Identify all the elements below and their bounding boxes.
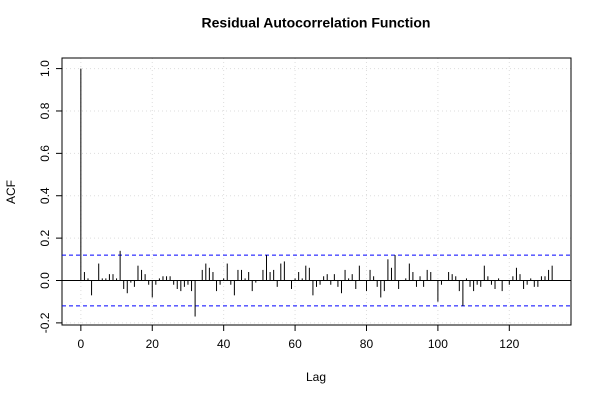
x-axis-label: Lag	[306, 370, 326, 384]
y-tick-label: 0.4	[38, 187, 52, 204]
y-tick-label: -0.2	[38, 312, 52, 333]
x-tick-label: 20	[146, 337, 160, 351]
y-tick-label: 0.0	[38, 272, 52, 289]
y-tick-label: 0.8	[38, 102, 52, 119]
x-tick-label: 40	[217, 337, 231, 351]
y-axis-label: ACF	[4, 180, 18, 204]
y-tick-label: 0.2	[38, 229, 52, 246]
x-tick-label: 60	[288, 337, 302, 351]
x-tick-label: 0	[78, 337, 85, 351]
x-tick-label: 120	[499, 337, 519, 351]
x-tick-label: 80	[360, 337, 374, 351]
plot-frame	[61, 57, 572, 326]
y-tick-label: 0.6	[38, 145, 52, 162]
chart-title: Residual Autocorrelation Function	[202, 15, 431, 31]
x-tick-label: 100	[428, 337, 448, 351]
y-tick-label: 1.0	[38, 60, 52, 77]
